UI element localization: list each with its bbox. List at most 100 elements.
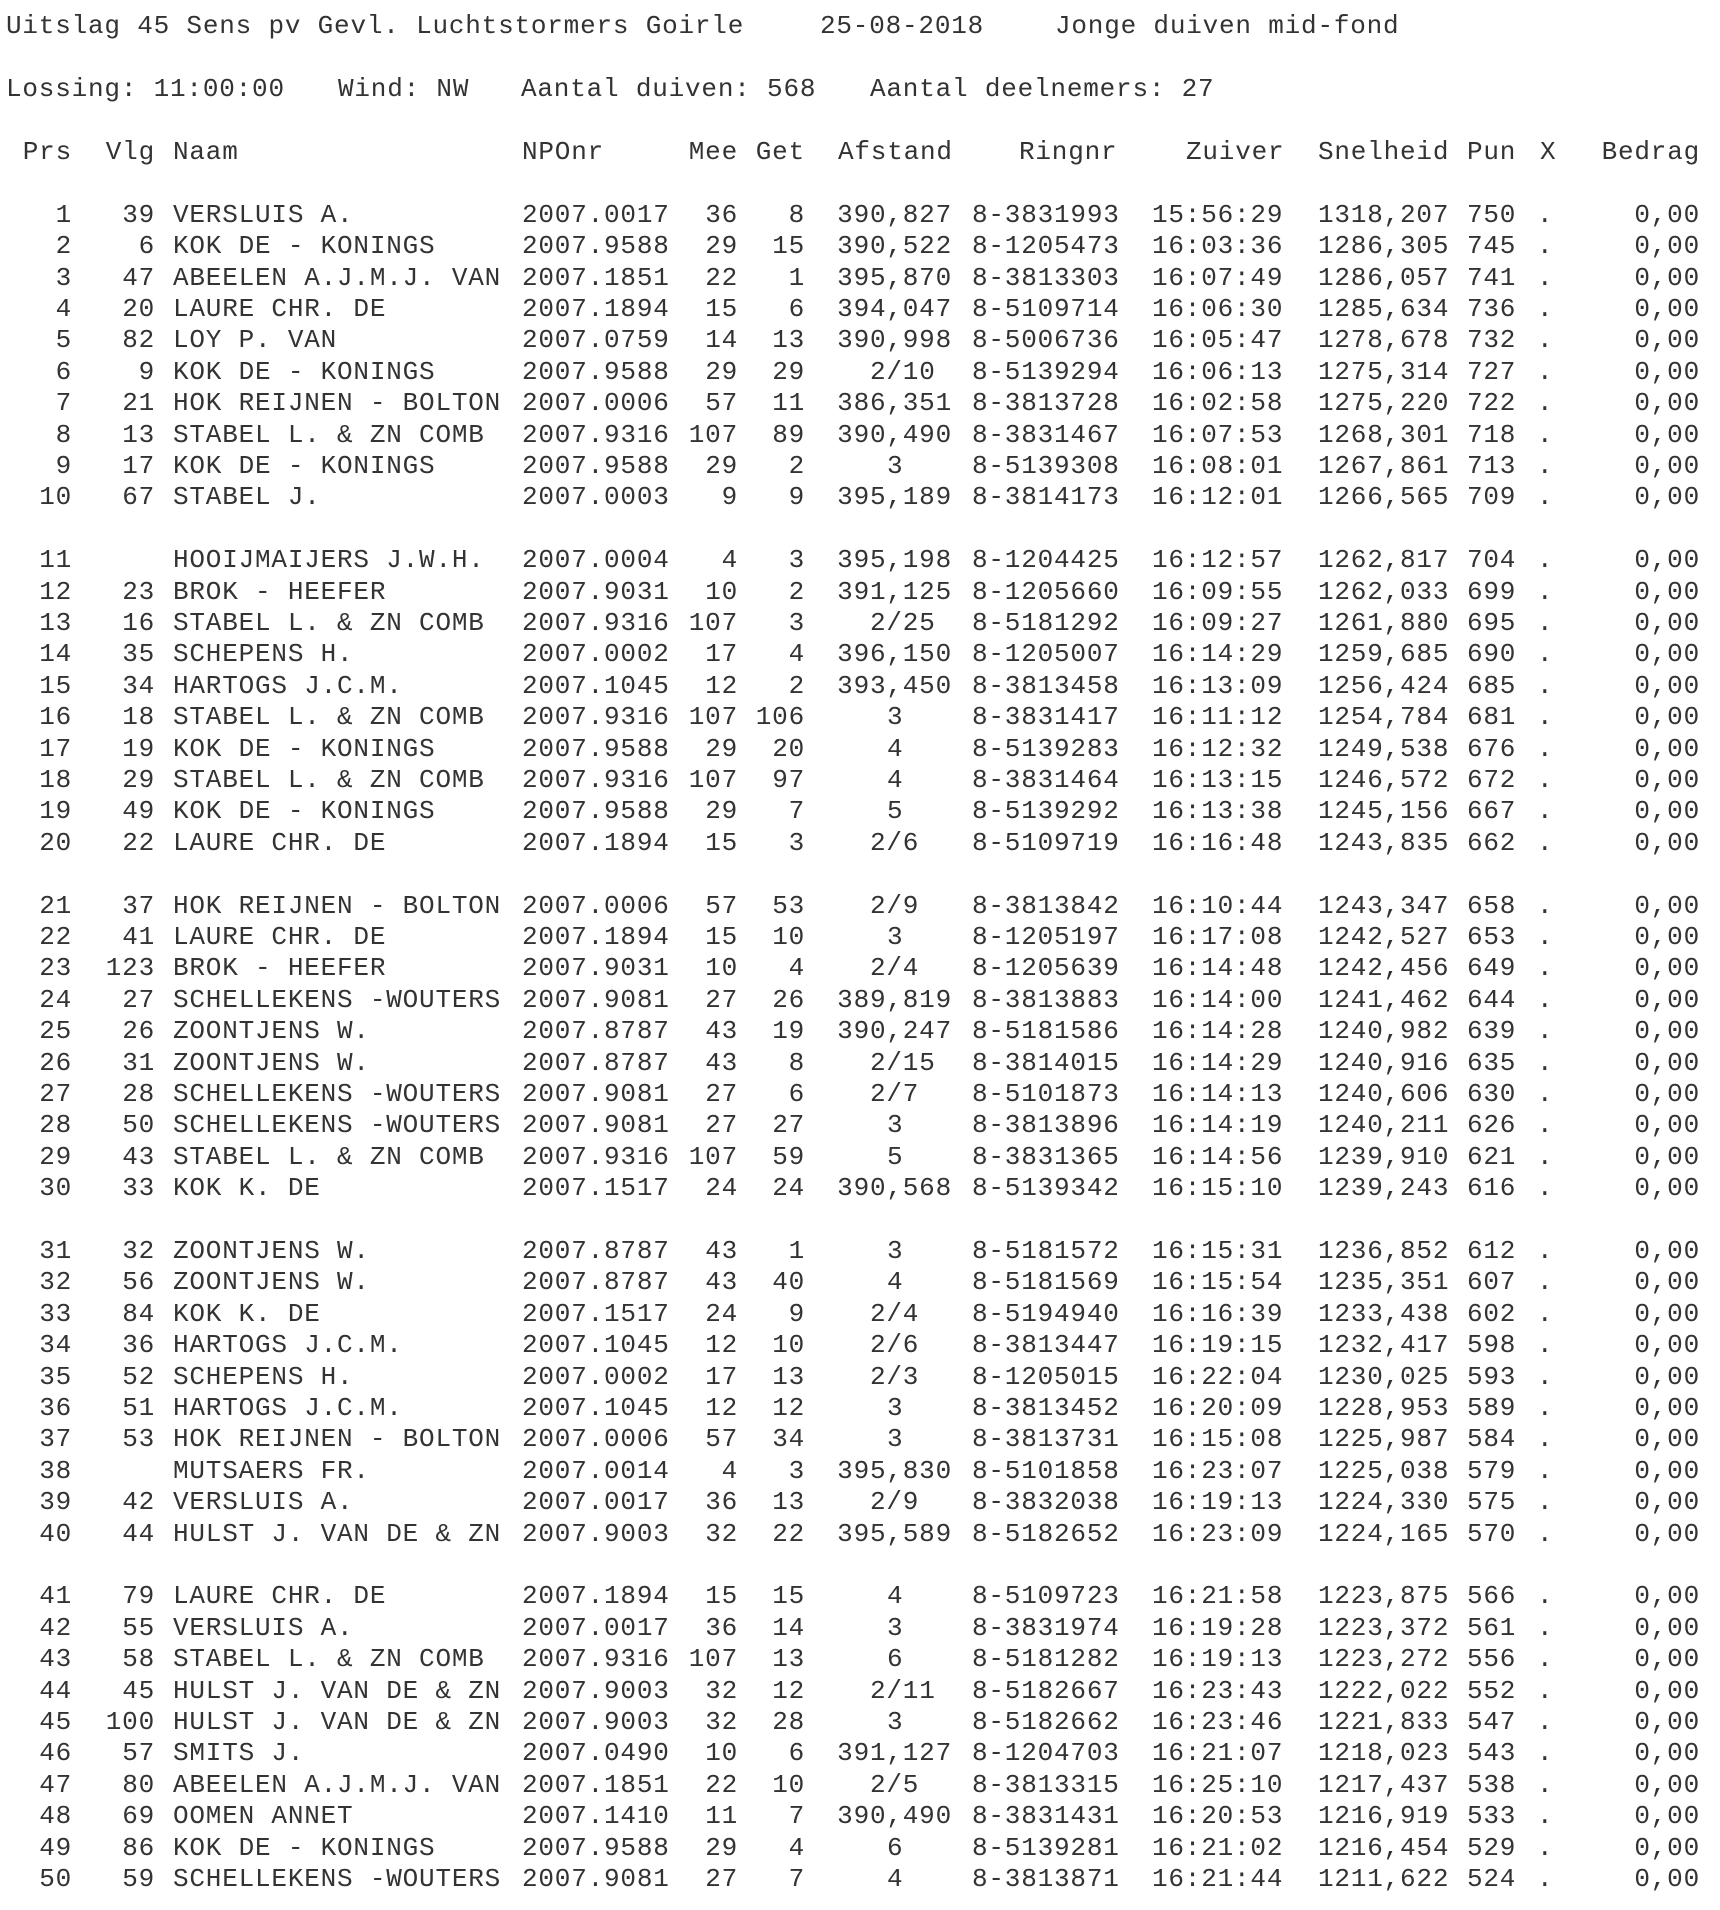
cell-entered: 10 [705,1738,738,1769]
cell-name: ABEELEN A.J.M.J. VAN [173,1769,502,1800]
cell-loft-number: 84 [122,1298,155,1329]
cell-x-mark: . [1537,1518,1554,1549]
cell-amount: 0,00 [1634,356,1700,387]
cell-npo-number: 2007.9003 [522,1675,670,1706]
cell-ring-number: 8-5006736 [972,325,1120,356]
cell-place: 37 [39,1424,72,1455]
cell-name: KOK DE - KONINGS [173,231,436,262]
cell-marked: 12 [772,1675,805,1706]
table-row: 39 42 VERSLUIS A. 2007.0017 36 13 2/9 8-3832038… [0,1487,1720,1518]
cell-entered: 29 [705,231,738,262]
cell-arrival-time: 16:20:09 [1152,1392,1284,1423]
cell-points: 584 [1467,1424,1517,1455]
cell-place: 9 [55,450,72,481]
cell-points: 543 [1467,1738,1517,1769]
cell-distance: 2/5 [870,1769,920,1800]
cell-x-mark: . [1537,262,1554,293]
cell-amount: 0,00 [1634,1612,1700,1643]
cell-place: 6 [55,356,72,387]
cell-x-mark: . [1537,1078,1554,1109]
cell-arrival-time: 16:13:15 [1152,764,1284,795]
cell-loft-number: 20 [122,293,155,324]
cell-entered: 43 [705,1047,738,1078]
table-row: 4 20 LAURE CHR. DE 2007.1894 15 6 394,047 8-510… [0,294,1720,325]
cell-arrival-time: 16:23:09 [1152,1518,1284,1549]
col-header-afstand: Afstand [838,136,953,167]
table-row: 9 17 KOK DE - KONINGS 2007.9588 29 2 3 8-513930… [0,451,1720,482]
cell-loft-number: 82 [122,325,155,356]
cell-place: 20 [39,827,72,858]
cell-npo-number: 2007.0006 [522,1424,670,1455]
cell-loft-number: 86 [122,1832,155,1863]
cell-ring-number: 8-3831417 [972,702,1120,733]
cell-distance: 2/6 [870,1330,920,1361]
cell-entered: 107 [688,702,738,733]
cell-npo-number: 2007.9081 [522,984,670,1015]
cell-npo-number: 2007.0002 [522,639,670,670]
cell-entered: 22 [705,1769,738,1800]
cell-name: HULST J. VAN DE & ZN [173,1706,502,1737]
cell-x-mark: . [1537,1424,1554,1455]
cell-amount: 0,00 [1634,1298,1700,1329]
cell-amount: 0,00 [1634,1267,1700,1298]
cell-points: 602 [1467,1298,1517,1329]
cell-distance: 395,189 [837,482,952,513]
cell-entered: 14 [705,325,738,356]
cell-marked: 13 [772,1487,805,1518]
cell-entered: 15 [705,293,738,324]
cell-marked: 9 [788,1298,805,1329]
cell-marked: 1 [788,1235,805,1266]
cell-loft-number: 39 [122,199,155,230]
cell-amount: 0,00 [1634,1644,1700,1675]
cell-points: 732 [1467,325,1517,356]
cell-distance: 390,568 [837,1173,952,1204]
cell-loft-number: 28 [122,1078,155,1109]
cell-place: 5 [55,325,72,356]
cell-points: 672 [1467,764,1517,795]
cell-arrival-time: 16:14:28 [1152,1016,1284,1047]
cell-points: 658 [1467,890,1517,921]
cell-place: 25 [39,1016,72,1047]
cell-distance: 3 [887,921,904,952]
cell-x-mark: . [1537,1267,1554,1298]
cell-name: LAURE CHR. DE [173,921,387,952]
cell-distance: 390,490 [837,419,952,450]
cell-place: 31 [39,1235,72,1266]
cell-loft-number: 43 [122,1141,155,1172]
cell-loft-number: 37 [122,890,155,921]
cell-name: HULST J. VAN DE & ZN [173,1518,502,1549]
cell-speed: 1266,565 [1318,482,1450,513]
cell-arrival-time: 16:14:13 [1152,1078,1284,1109]
cell-npo-number: 2007.9316 [522,764,670,795]
cell-ring-number: 8-1205473 [972,231,1120,262]
cell-arrival-time: 16:06:30 [1152,293,1284,324]
cell-points: 741 [1467,262,1517,293]
cell-distance: 4 [887,1581,904,1612]
cell-distance: 2/10 [870,356,936,387]
cell-marked: 11 [772,388,805,419]
table-row: 13 16 STABEL L. & ZN COMB 2007.9316 107 3 2/25… [0,608,1720,639]
cell-distance: 5 [887,1141,904,1172]
cell-name: STABEL L. & ZN COMB [173,1141,485,1172]
cell-npo-number: 2007.9588 [522,796,670,827]
cell-npo-number: 2007.9316 [522,702,670,733]
cell-points: 736 [1467,293,1517,324]
cell-entered: 107 [688,1644,738,1675]
race-date: 25-08-2018 [820,11,985,42]
table-row: 44 45 HULST J. VAN DE & ZN 2007.9003 32 12 2/1… [0,1676,1720,1707]
cell-speed: 1246,572 [1318,764,1450,795]
cell-x-mark: . [1537,796,1554,827]
cell-marked: 6 [788,293,805,324]
cell-marked: 29 [772,356,805,387]
cell-amount: 0,00 [1634,764,1700,795]
cell-arrival-time: 16:15:31 [1152,1235,1284,1266]
cell-arrival-time: 16:23:07 [1152,1455,1284,1486]
cell-entered: 36 [705,1612,738,1643]
cell-x-mark: . [1537,325,1554,356]
cell-x-mark: . [1537,984,1554,1015]
cell-entered: 57 [705,1424,738,1455]
cell-speed: 1243,835 [1318,827,1450,858]
cell-marked: 22 [772,1518,805,1549]
cell-loft-number: 123 [105,953,155,984]
cell-ring-number: 8-5101873 [972,1078,1120,1109]
